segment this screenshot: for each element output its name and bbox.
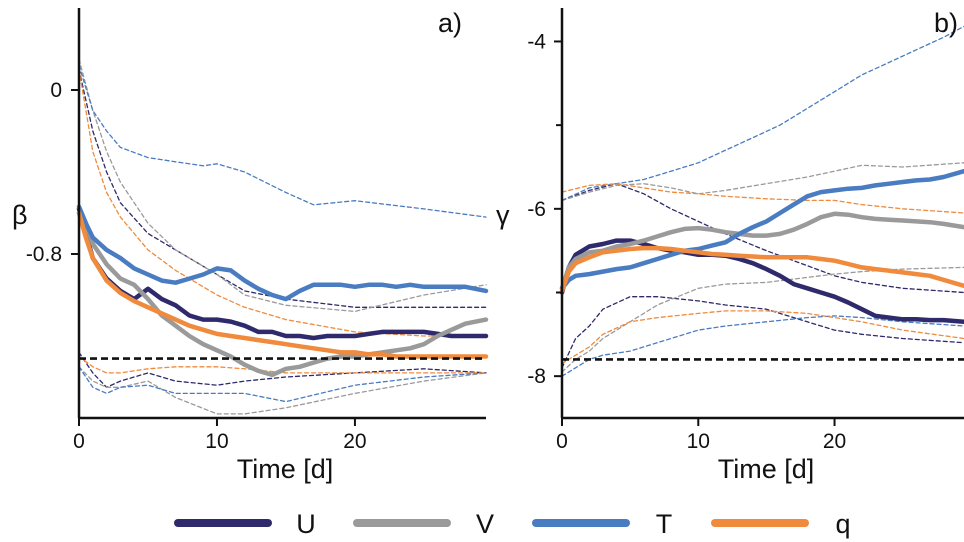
panel-b-series-T-mean [559,168,964,291]
legend-label-V: V [476,509,494,539]
panel-b-series-V-mean [559,211,964,291]
panel-a-series [76,58,489,415]
x-tick-label: 20 [343,430,366,453]
panel-b-series-V-upper [561,162,964,202]
y-tick-label: -4 [527,30,546,53]
panel-b-series [559,25,964,377]
legend-label-T: T [656,509,673,539]
panel-b-series-q-upper [561,183,964,214]
y-tick-label: -8 [527,365,546,388]
panel-b-series-T-upper [561,25,964,202]
panel-a-series-V-mean [76,210,489,378]
panel-b-series-q-mean [559,245,964,294]
panel-a-series-T-upper [78,64,487,218]
y-tick-label: 0 [50,79,62,102]
panel-b-series-q-lower [561,310,964,365]
panel-b-series-V-lower [561,266,964,373]
panel-a-x-ticks: 0 10 20 [73,418,367,453]
x-tick-label: 0 [556,430,568,453]
legend-label-q: q [835,509,850,539]
panel-b-series-U-mean [559,238,964,325]
panel-a-series-V-upper [78,58,487,313]
legend-label-U: U [296,509,316,539]
panel-a-label: a) [438,8,462,38]
x-tick-label: 10 [205,430,228,453]
x-tick-label: 0 [73,430,85,453]
panel-a-series-V-lower [78,366,487,415]
panel-b-x-label: Time [d] [718,454,815,484]
y-tick-label: -6 [527,198,546,221]
panel-b-y-ticks: -4 -6 -8 [527,30,562,388]
panel-b-series-U-lower [561,296,964,369]
panel-b: -4 -6 -8 0 10 20 b) γ Time [d] [496,8,964,484]
x-tick-label: 10 [687,430,710,453]
panel-b-series-T-lower [561,315,964,377]
panel-a-series-q-mean [76,210,489,359]
panel-b-x-ticks: 0 10 20 [556,418,846,453]
panel-a: 0 -0.8 0 10 20 a) β Time [d] [12,8,489,484]
panel-a-y-ticks: 0 -0.8 [26,79,79,266]
y-tick-label: -0.8 [26,243,62,266]
panel-a-series-T-mean [76,204,489,302]
panel-a-series-U-lower [78,351,487,388]
x-tick-label: 20 [823,430,846,453]
panel-a-series-q-lower [78,355,487,374]
panel-b-y-label: γ [496,200,510,230]
panel-b-series-U-upper [561,183,964,294]
panel-b-label: b) [934,8,958,38]
panel-a-y-label: β [12,200,28,230]
panel-a-series-T-lower [78,366,487,403]
panel-a-x-label: Time [d] [237,454,334,484]
